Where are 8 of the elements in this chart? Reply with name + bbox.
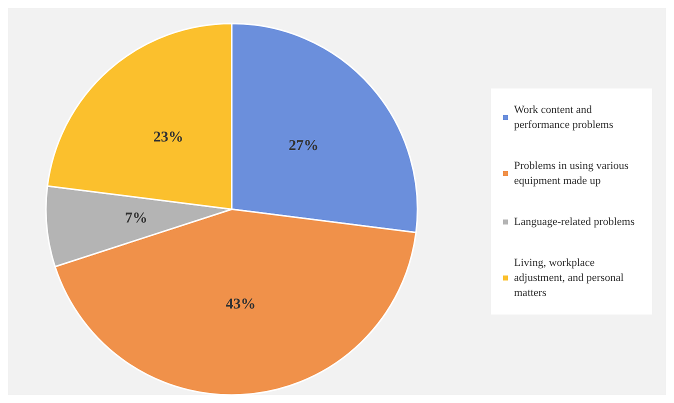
legend-label: Problems in using various equipment made up	[514, 160, 632, 187]
legend-label: Work content and performance problems	[514, 104, 614, 131]
data-label: 43%	[226, 296, 256, 313]
legend-label: Language-related problems	[514, 216, 635, 228]
data-label: 7%	[125, 210, 148, 226]
data-label: 27%	[288, 138, 319, 154]
legend-label: Living, workplace adjustment, and personal matters	[514, 257, 626, 299]
data-label: 23%	[153, 129, 184, 146]
